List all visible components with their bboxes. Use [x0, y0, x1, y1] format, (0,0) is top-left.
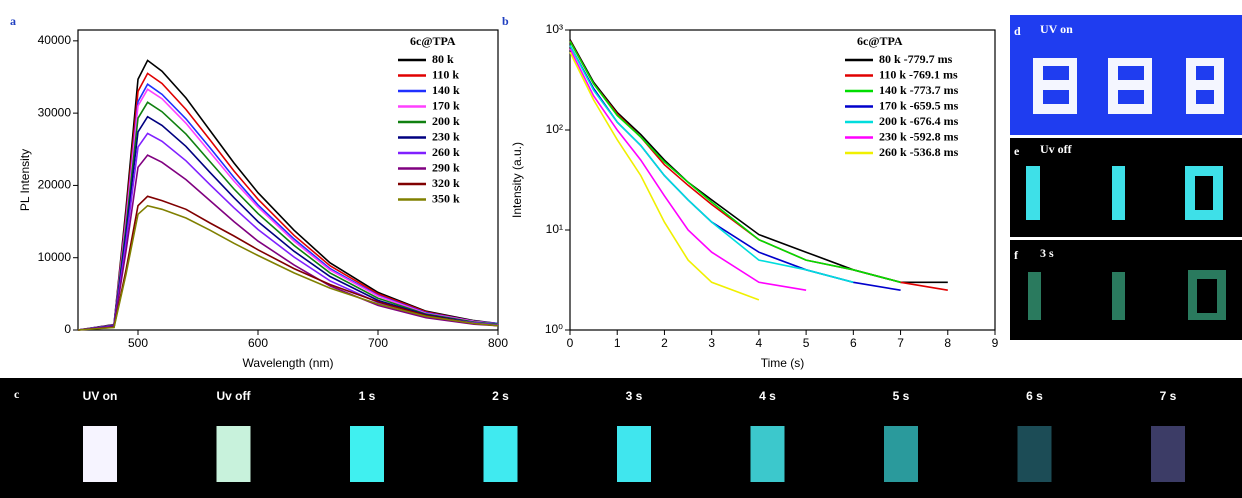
x-tick-label: 2 [661, 336, 668, 350]
legend-label: 170 k -659.5 ms [879, 98, 959, 112]
sample-photo [83, 426, 117, 482]
photo-label: 5 s [893, 389, 910, 403]
y-tick-label: 40000 [38, 33, 72, 47]
legend-label: 260 k -536.8 ms [879, 145, 959, 159]
y-axis-label: Intensity (a.u.) [510, 142, 524, 218]
series-line [569, 45, 901, 291]
uv-off-patterns [1026, 166, 1223, 220]
y-tick-label: 10000 [38, 250, 72, 264]
x-axis-label: Time (s) [761, 356, 805, 370]
legend-label: 140 k [432, 83, 460, 97]
legend-label: 230 k [432, 129, 460, 143]
y-tick-label: 10¹ [546, 222, 563, 236]
x-tick-label: 5 [803, 336, 810, 350]
series-line [569, 48, 807, 291]
x-tick-label: 4 [756, 336, 763, 350]
x-tick-label: 700 [368, 336, 388, 350]
photo-label: 3 s [1040, 246, 1054, 260]
series-line [569, 45, 854, 284]
series-line [77, 195, 499, 331]
legend-label: 290 k [432, 160, 460, 174]
sample-photo [617, 426, 651, 482]
sample-photo [483, 426, 518, 482]
sample-photo [884, 426, 918, 482]
sample-photo [750, 426, 785, 482]
sample-photo [216, 426, 251, 482]
x-axis-label: Wavelength (nm) [243, 356, 334, 370]
legend-label: 260 k [432, 145, 460, 159]
series-line [77, 154, 499, 331]
photo-label: UV on [1040, 22, 1073, 36]
x-tick-label: 3 [708, 336, 715, 350]
legend-label: 200 k -676.4 ms [879, 114, 959, 128]
photo-letter: f [1014, 248, 1019, 262]
sample-photo [1017, 426, 1052, 482]
photo-label: 4 s [759, 389, 776, 403]
legend-label: 80 k -779.7 ms [879, 52, 953, 66]
series-line [77, 204, 499, 331]
legend-label: 230 k -592.8 ms [879, 129, 959, 143]
photo-label: Uv off [217, 389, 252, 403]
plot-frame [569, 29, 996, 331]
panel-letter: a [10, 14, 16, 28]
y-tick-label: 10⁰ [545, 322, 563, 336]
legend-label: 170 k [432, 98, 460, 112]
photo-label: 7 s [1160, 389, 1177, 403]
y-tick-label: 0 [64, 322, 71, 336]
panel-letter: b [502, 14, 509, 28]
legend-title: 6c@TPA [410, 34, 456, 48]
photo-letter: e [1014, 144, 1020, 158]
x-tick-label: 500 [128, 336, 148, 350]
photo-label: 1 s [359, 389, 376, 403]
photo-label: 6 s [1026, 389, 1043, 403]
photo-letter: c [14, 387, 20, 401]
x-tick-label: 600 [248, 336, 268, 350]
legend-label: 350 k [432, 191, 460, 205]
series-line [77, 101, 499, 331]
photo-label: UV on [83, 389, 118, 403]
legend-label: 140 k -773.7 ms [879, 83, 959, 97]
y-tick-label: 10² [546, 122, 563, 136]
x-tick-label: 8 [944, 336, 951, 350]
photo-label: 2 s [492, 389, 509, 403]
photo-label: Uv off [1040, 142, 1073, 156]
series-line [569, 41, 901, 284]
x-tick-label: 1 [614, 336, 621, 350]
uv-off-hole [1195, 176, 1213, 210]
y-tick-label: 10³ [546, 22, 563, 36]
y-tick-label: 30000 [38, 105, 72, 119]
uv-on-holes [1043, 66, 1214, 104]
series-line [77, 115, 499, 331]
x-tick-label: 7 [897, 336, 904, 350]
series-line [77, 59, 499, 331]
legend-label: 200 k [432, 114, 460, 128]
plot-frame [77, 29, 499, 331]
legend-label: 110 k -769.1 ms [879, 67, 958, 81]
y-tick-label: 20000 [38, 178, 72, 192]
legend-label: 80 k [432, 52, 454, 66]
legend-label: 320 k [432, 176, 460, 190]
x-tick-label: 6 [850, 336, 857, 350]
x-tick-label: 9 [992, 336, 999, 350]
photo-letter: d [1014, 24, 1021, 38]
legend-title: 6c@TPA [857, 34, 903, 48]
legend-label: 110 k [432, 67, 459, 81]
series-line [569, 51, 760, 301]
sample-photo [350, 426, 384, 482]
x-tick-label: 0 [567, 336, 574, 350]
y-axis-label: PL Intensity [18, 149, 32, 211]
x-tick-label: 800 [488, 336, 508, 350]
photo-label: 3 s [626, 389, 643, 403]
three-s-hole [1197, 279, 1217, 313]
sample-photo [1151, 426, 1185, 482]
series-line [77, 88, 499, 331]
